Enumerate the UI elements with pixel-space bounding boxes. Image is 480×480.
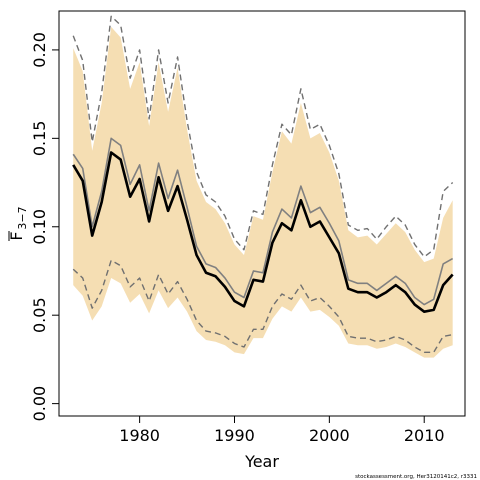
y-tick-label: 0.05	[30, 297, 49, 333]
y-tick-label: 0.00	[30, 386, 49, 422]
y-tick-label: 0.20	[30, 32, 49, 68]
x-tick-label: 2000	[309, 426, 350, 445]
x-tick-label: 1980	[119, 426, 160, 445]
x-tick-label: 1990	[214, 426, 255, 445]
y-tick-label: 0.15	[30, 121, 49, 157]
secondary-estimate-line	[72, 137, 454, 306]
y-tick-label: 0.10	[30, 209, 49, 245]
credit-text: stockassessment.org, Her3120141c2, r3331	[355, 474, 477, 480]
upper-bound-line	[72, 15, 454, 258]
x-tick-label: 2010	[404, 426, 445, 445]
y-axis-title: F 3−7	[7, 206, 29, 241]
plot-frame	[58, 10, 466, 417]
confidence-band-layer	[73, 26, 453, 358]
y-axis: 0.00 0.05 0.10 0.15 0.20	[30, 32, 59, 421]
lower-bound-line	[72, 259, 453, 354]
y-axis-title-subscript: 3−7	[16, 206, 29, 229]
estimate-line	[72, 151, 454, 313]
confidence-band	[73, 26, 453, 358]
x-axis-title: Year	[244, 452, 279, 471]
series-lines-layer	[72, 15, 454, 354]
y-axis-title-main: F	[7, 231, 26, 240]
x-axis: 1980 1990 2000 2010	[119, 416, 445, 445]
